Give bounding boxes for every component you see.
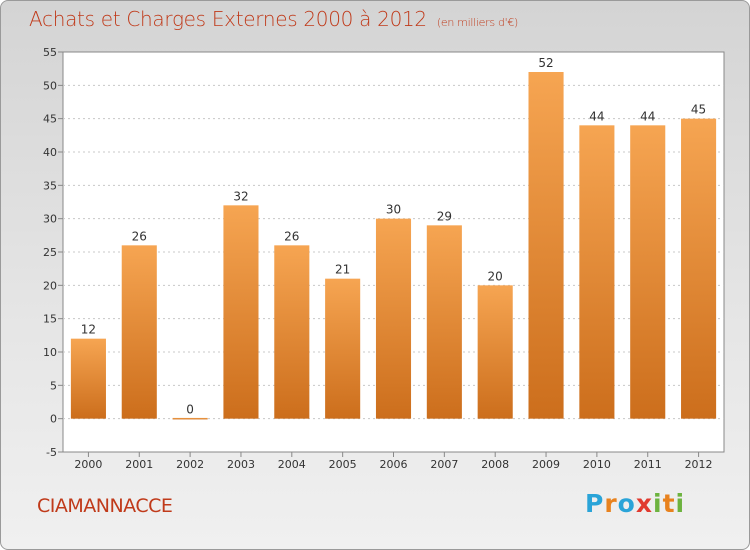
x-axis-ticks: 2000 2001 2002 2003 2004 2005 2006 2007 2008 2009… — [74, 452, 713, 471]
x-tick-label-2010: 2010 — [583, 458, 611, 471]
x-tick-label-2007: 2007 — [430, 458, 458, 471]
bar-2001 — [121, 245, 157, 419]
bar-2012 — [681, 118, 717, 419]
x-tick-label-2005: 2005 — [329, 458, 357, 471]
y-tick-label: -5 — [46, 446, 57, 459]
chart-title-text: Achats et Charges Externes 2000 à 2012 — [29, 7, 427, 31]
y-tick-label: 55 — [43, 46, 57, 59]
y-tick-label: 10 — [43, 346, 57, 359]
data-label-2004: 26 — [284, 229, 299, 243]
data-label-2010: 44 — [589, 109, 604, 123]
proxiti-logo: Proxiti — [585, 489, 686, 518]
y-tick-label: 15 — [43, 313, 57, 326]
y-axis-ticks: -5 0 5 10 15 20 25 30 35 40 45 50 55 — [43, 46, 63, 459]
y-tick-label: 35 — [43, 179, 57, 192]
commune-name: CIAMANNACCE — [37, 495, 173, 517]
bar-2004 — [274, 245, 310, 419]
data-label-2001: 26 — [132, 229, 147, 243]
bar-2008 — [477, 285, 513, 419]
bar-2009 — [528, 72, 564, 419]
data-label-2000: 12 — [81, 323, 96, 337]
data-labels: 12 26 0 32 26 21 30 29 20 52 44 44 45 — [81, 56, 706, 417]
x-tick-label-2004: 2004 — [278, 458, 306, 471]
y-tick-label: 40 — [43, 146, 57, 159]
x-tick-label-2008: 2008 — [481, 458, 509, 471]
y-tick-label: 50 — [43, 79, 57, 92]
bar-2010 — [579, 125, 615, 419]
x-tick-label-2003: 2003 — [227, 458, 255, 471]
data-label-2011: 44 — [640, 109, 655, 123]
bar-2006 — [375, 218, 412, 419]
y-tick-label: 45 — [43, 113, 57, 126]
bar-2000 — [70, 338, 106, 419]
x-tick-label-2006: 2006 — [380, 458, 408, 471]
data-label-2003: 32 — [233, 189, 248, 203]
bar-2003 — [223, 205, 259, 419]
x-tick-label-2002: 2002 — [176, 458, 204, 471]
x-tick-label-2000: 2000 — [74, 458, 102, 471]
data-label-2009: 52 — [538, 56, 553, 70]
chart-unit: (en milliers d'€) — [436, 16, 519, 29]
bar-2002 — [172, 417, 208, 420]
x-tick-label-2009: 2009 — [532, 458, 560, 471]
y-tick-label: 0 — [50, 413, 57, 426]
x-tick-label-2011: 2011 — [634, 458, 662, 471]
bar-2007 — [426, 225, 462, 419]
data-label-2012: 45 — [691, 103, 706, 117]
chart-title: Achats et Charges Externes 2000 à 2012 (e… — [29, 7, 518, 31]
data-label-2002: 0 — [186, 403, 194, 417]
data-label-2006: 30 — [386, 203, 401, 217]
data-label-2005: 21 — [335, 263, 350, 277]
y-tick-label: 5 — [50, 379, 57, 392]
bar-2005 — [325, 278, 361, 419]
data-label-2008: 20 — [488, 269, 503, 283]
y-tick-label: 25 — [43, 246, 57, 259]
x-tick-label-2001: 2001 — [125, 458, 153, 471]
bars — [70, 72, 717, 420]
bar-2011 — [630, 125, 666, 419]
y-tick-label: 20 — [43, 279, 57, 292]
x-tick-label-2012: 2012 — [685, 458, 713, 471]
y-tick-label: 30 — [43, 213, 57, 226]
data-label-2007: 29 — [437, 209, 452, 223]
